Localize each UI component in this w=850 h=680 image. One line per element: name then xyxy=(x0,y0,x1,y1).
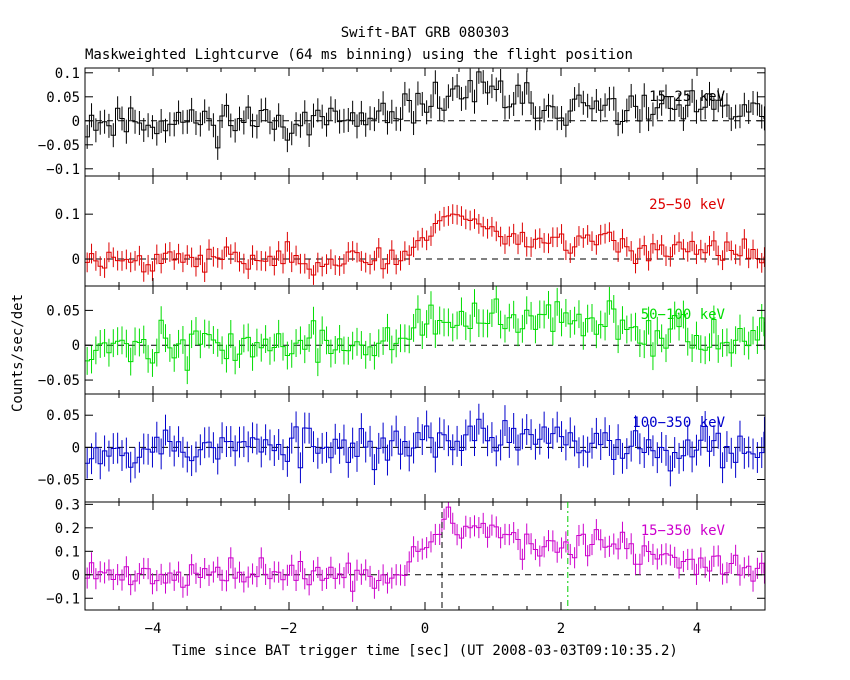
x-tick-label: 2 xyxy=(557,621,565,637)
y-tick-label: 0.1 xyxy=(55,544,80,560)
x-tick-label: −2 xyxy=(281,621,298,637)
y-tick-label: −0.1 xyxy=(46,591,80,607)
y-tick-label: 0.05 xyxy=(46,303,80,319)
band-label: 15−25 keV xyxy=(649,89,725,105)
series-group xyxy=(85,68,765,160)
x-tick-label: −4 xyxy=(145,621,162,637)
panel-4: −0.05 0 0.05 100−350 keV xyxy=(38,393,766,503)
y-tick-label: −0.05 xyxy=(38,373,80,389)
y-tick-label: 0.2 xyxy=(55,521,80,537)
y-tick-label: 0 xyxy=(72,252,80,268)
panel-1: −0.1 −0.05 0 0.05 0.1 15−25 keV xyxy=(38,66,766,178)
y-tick-label: −0.1 xyxy=(46,162,80,178)
chart-title: Swift-BAT GRB 080303 xyxy=(341,25,510,41)
x-axis-label: Time since BAT trigger time [sec] (UT 20… xyxy=(172,643,678,659)
chart-subtitle: Maskweighted Lightcurve (64 ms binning) … xyxy=(85,47,633,63)
y-tick-label: 0.05 xyxy=(46,90,80,106)
x-tick-label: 0 xyxy=(421,621,429,637)
lightcurve-series xyxy=(85,418,765,472)
panel-5: −0.1 0 0.1 0.2 0.3 15−350 keV −4 −2 0 2 4 xyxy=(46,497,766,637)
lightcurve-series xyxy=(85,213,765,276)
series-group xyxy=(85,403,765,487)
y-tick-label: −0.05 xyxy=(38,138,80,154)
series-group xyxy=(85,204,765,285)
y-axis-label: Counts/sec/det xyxy=(10,294,26,412)
y-tick-label: 0 xyxy=(72,568,80,584)
band-label: 25−50 keV xyxy=(649,197,725,213)
x-tick-label: 4 xyxy=(693,621,701,637)
y-tick-label: 0 xyxy=(72,114,80,130)
series-group xyxy=(85,502,765,602)
y-tick-label: −0.05 xyxy=(38,473,80,489)
panels-group: −0.1 −0.05 0 0.05 0.1 15−25 keV 0 0.1 25−50 keV −… xyxy=(38,66,766,637)
panel-frame xyxy=(84,175,766,287)
series-group xyxy=(85,286,765,385)
panel-3: −0.05 0 0.05 50−100 keV xyxy=(38,285,766,395)
lightcurve-series xyxy=(85,506,765,592)
band-label: 50−100 keV xyxy=(641,307,726,323)
y-tick-label: 0 xyxy=(72,440,80,456)
band-label: 100−350 keV xyxy=(632,415,725,431)
y-tick-label: 0.1 xyxy=(55,66,80,82)
lightcurve-series xyxy=(85,71,765,149)
y-tick-label: 0.05 xyxy=(46,408,80,424)
panel-2: 0 0.1 25−50 keV xyxy=(55,175,766,287)
lightcurve-series xyxy=(85,298,765,371)
band-label: 15−350 keV xyxy=(641,523,726,539)
y-tick-label: 0.3 xyxy=(55,497,80,513)
y-tick-label: 0 xyxy=(72,338,80,354)
y-tick-label: 0.1 xyxy=(55,207,80,223)
